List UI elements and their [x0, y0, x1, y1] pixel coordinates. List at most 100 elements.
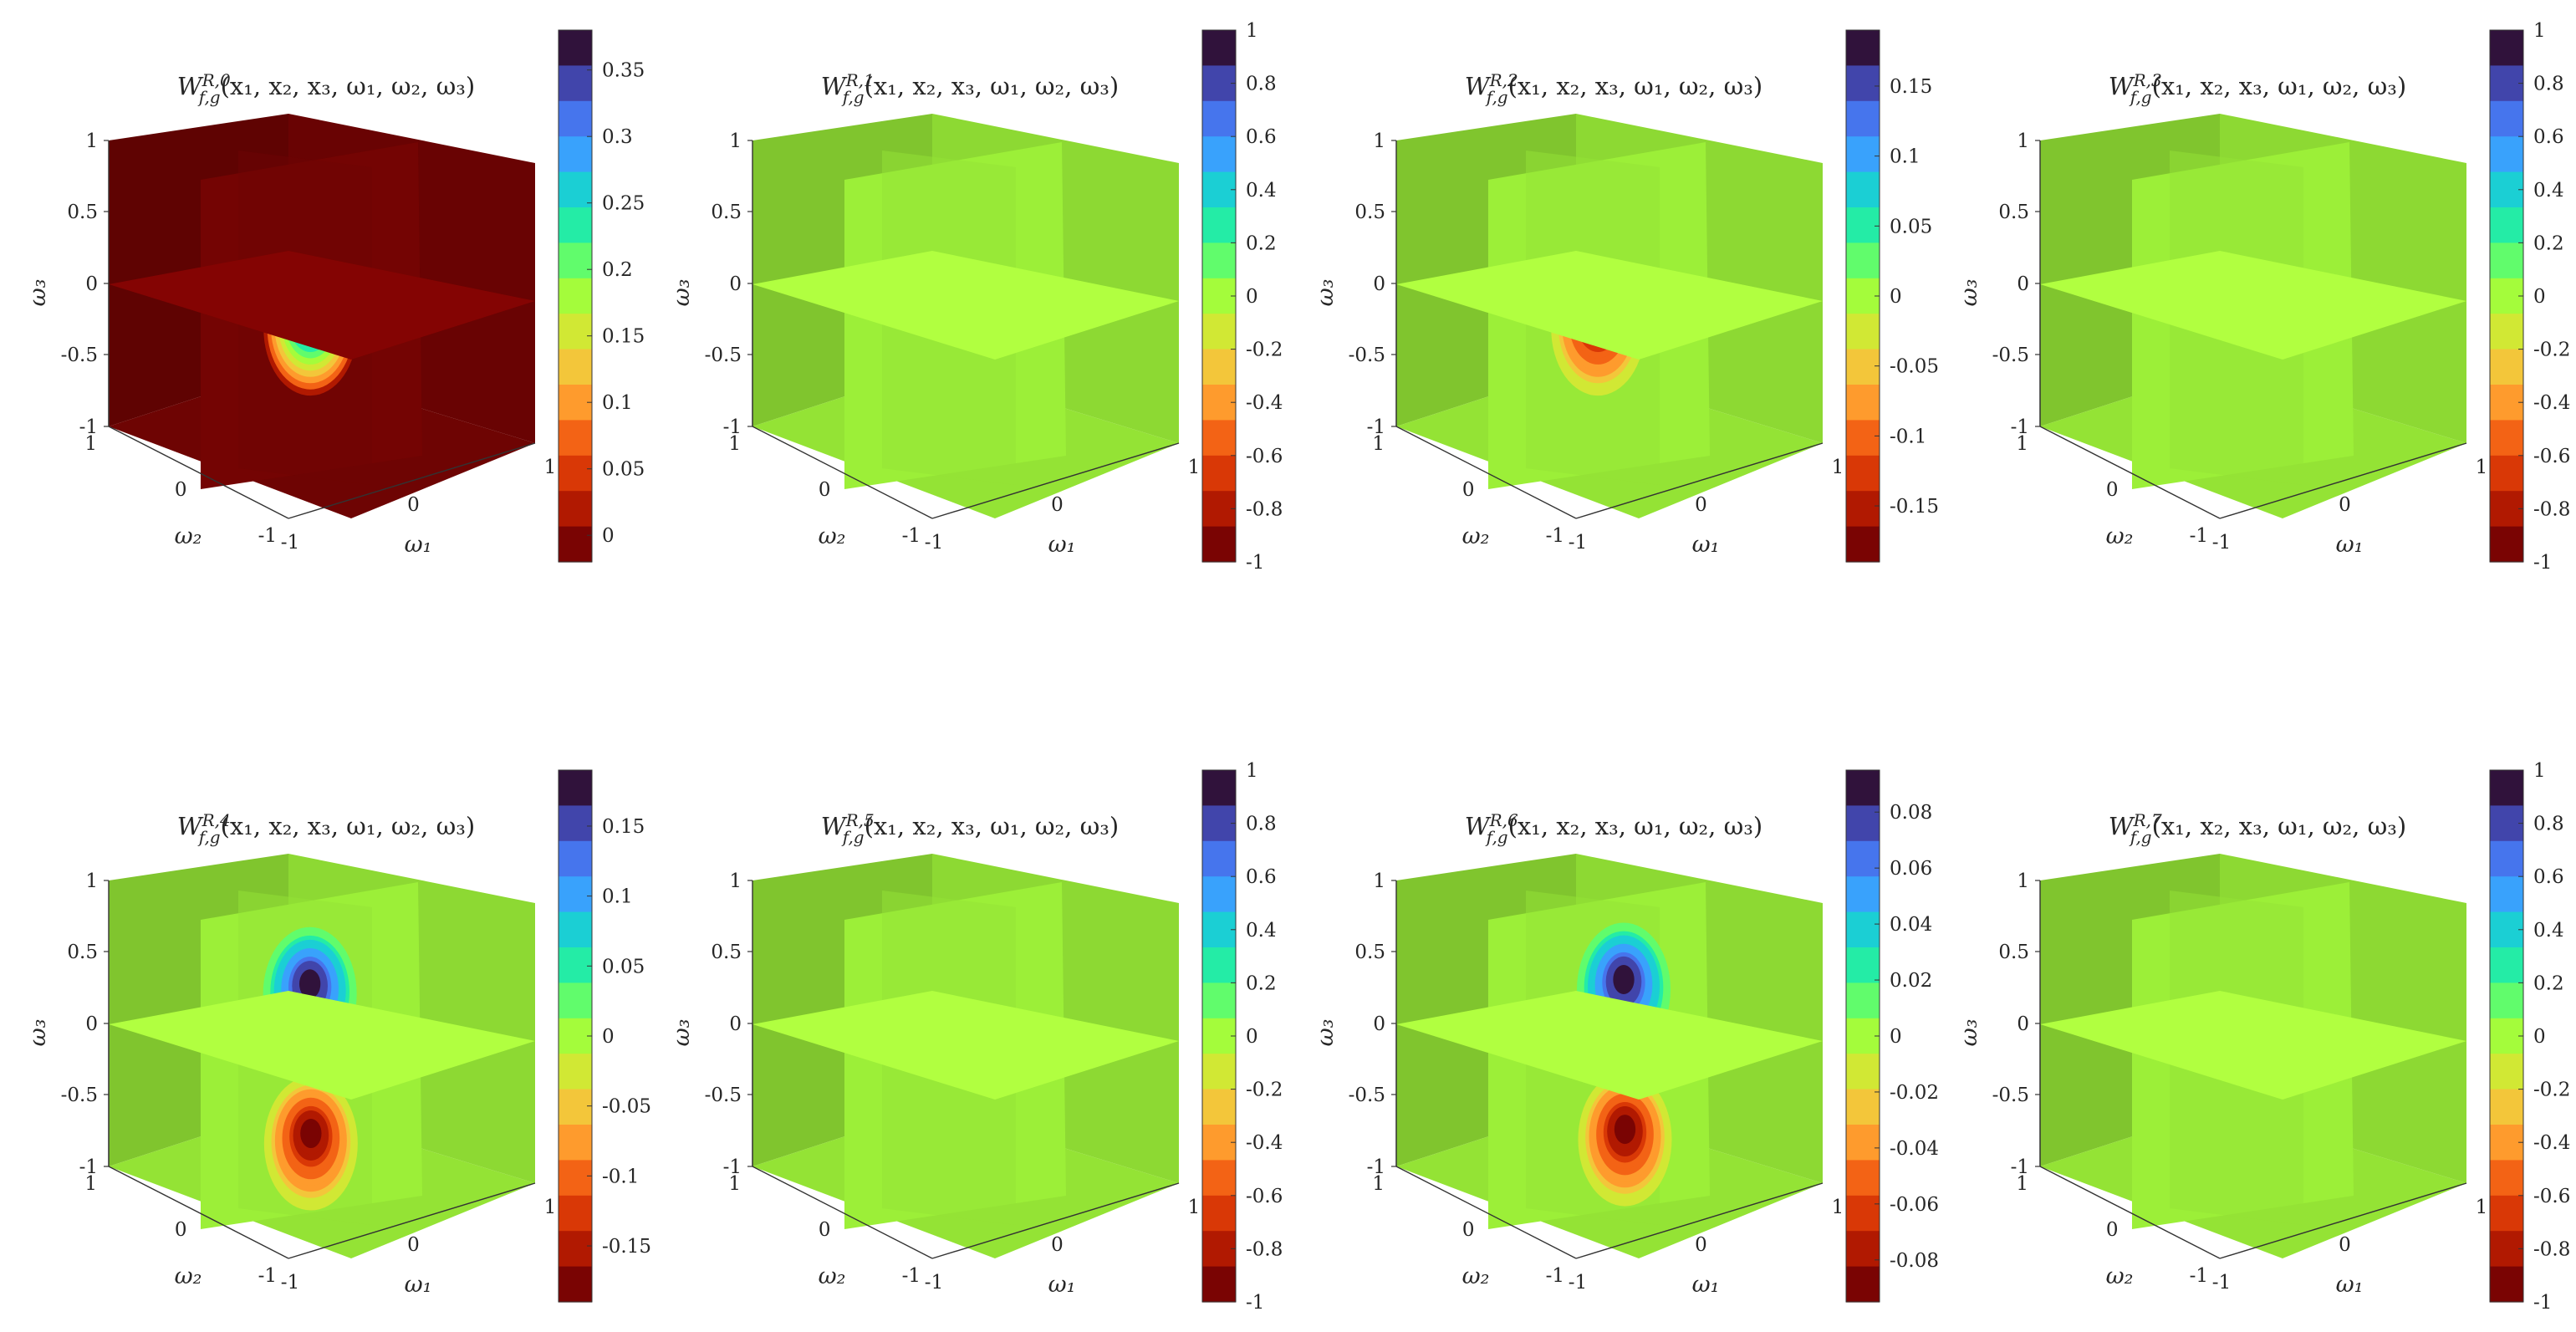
z-tick-label: 0 — [1373, 273, 1385, 295]
z-tick-label: -0.5 — [1992, 344, 2029, 366]
omega1-tick-label: 1 — [1188, 457, 1201, 478]
colorbar-segment — [1846, 982, 1880, 1019]
omega1-tick-label: 0 — [1051, 494, 1064, 516]
z-tick-label: 1 — [2017, 870, 2029, 892]
z-tick-label: -1 — [2011, 1156, 2029, 1178]
ylabel: ω₂ — [819, 523, 846, 549]
colorbar-segment — [2490, 911, 2523, 948]
colorbar-tick-label: 0.15 — [1890, 76, 1932, 98]
colorbar-segment — [2490, 982, 2523, 1019]
colorbar-tick-label: 0.6 — [1246, 126, 1277, 148]
colorbar-tick-label: 0.15 — [602, 816, 645, 838]
colorbar-segment — [1202, 1160, 1236, 1197]
volume-slices — [2039, 114, 2466, 518]
colorbar-segment — [559, 1195, 592, 1232]
omega1-tick-label: 1 — [1188, 1197, 1201, 1218]
z-tick-label: 0 — [729, 273, 742, 295]
colorbar-segment — [559, 385, 592, 421]
omega2-tick-label: 0 — [819, 479, 831, 501]
colorbar-tick-label: -0.04 — [1890, 1138, 1939, 1160]
colorbar-segment — [2490, 770, 2523, 806]
colorbar-segment — [559, 840, 592, 877]
colorbar-tick-label: -0.1 — [1890, 426, 1926, 447]
colorbar-tick-label: 0 — [2533, 286, 2546, 308]
colorbar-segment — [1846, 1266, 1880, 1303]
colorbar-tick-label: 0 — [602, 1026, 615, 1048]
colorbar-segment — [559, 1089, 592, 1125]
omega1-axis-line — [2219, 1182, 2467, 1259]
omega2-axis-line — [752, 426, 933, 519]
colorbar-segment — [559, 455, 592, 492]
xlabel: ω₁ — [1048, 1272, 1076, 1298]
slice-horizontal-omega3 — [2040, 251, 2466, 360]
colorbar-segment — [559, 207, 592, 243]
colorbar-tick-label: -0.8 — [1246, 498, 1283, 520]
ylabel: ω₂ — [2106, 523, 2134, 549]
colorbar-segment — [559, 1231, 592, 1268]
colorbar-segment — [559, 65, 592, 102]
colorbar-segment — [1202, 982, 1236, 1019]
colorbar-segment — [2490, 1054, 2523, 1090]
volume-slices — [1395, 114, 1823, 518]
z-tick-label: 1 — [2017, 130, 2029, 152]
omega2-tick-label: 0 — [1462, 479, 1475, 501]
colorbar-tick-label: -1 — [2533, 1292, 2552, 1314]
colorbar-tick-label: -0.6 — [2533, 446, 2570, 467]
colorbar-tick-label: 0.1 — [602, 886, 633, 908]
colorbar-segment — [1202, 805, 1236, 842]
z-tick-label: 0 — [729, 1013, 742, 1035]
colorbar-tick-label: 0.1 — [1890, 146, 1921, 168]
z-tick-label: 1 — [85, 130, 98, 152]
colorbar-segment — [2490, 1018, 2523, 1054]
colorbar-segment — [2490, 1266, 2523, 1303]
slice-horizontal-omega3 — [752, 991, 1179, 1100]
colorbar-segment — [1202, 100, 1236, 137]
colorbar-segment — [2490, 947, 2523, 983]
colorbar-tick-label: -0.2 — [1246, 1079, 1283, 1101]
colorbar-segment — [1202, 1054, 1236, 1090]
omega2-tick-label: 1 — [2016, 433, 2028, 455]
colorbar-segment — [2490, 242, 2523, 279]
contour-level — [1616, 969, 1631, 988]
colorbar-tick-label: -1 — [1246, 552, 1264, 574]
omega1-tick-label: -1 — [281, 532, 299, 554]
colorbar-tick-label: 0.06 — [1890, 858, 1932, 880]
colorbar-segment — [2490, 420, 2523, 457]
colorbar-tick-label: 0.2 — [602, 259, 633, 281]
panel-title: WR,2 f,g(x₁, x₂, x₃, ω₁, ω₂, ω₃) — [1465, 70, 1762, 107]
colorbar-segment — [1846, 278, 1880, 314]
zlabel: ω₃ — [1313, 1019, 1339, 1047]
volume-slices — [752, 854, 1179, 1258]
zlabel: ω₃ — [1956, 1019, 1982, 1047]
z-tick-label: 1 — [1373, 130, 1385, 152]
colorbar-segment — [1846, 1089, 1880, 1125]
omega2-axis-line — [108, 1166, 289, 1259]
colorbar: 1 0.8 0.6 0.4 0.2 0 -0.2 -0.4 -0.6 -0.8 -1 — [2489, 20, 2570, 574]
colorbar-tick-label: 0.1 — [602, 392, 633, 414]
zlabel: ω₃ — [25, 279, 51, 307]
colorbar-tick-label: 0.3 — [602, 126, 633, 148]
colorbar-segment — [2490, 876, 2523, 913]
omega2-tick-label: 1 — [728, 1173, 741, 1195]
colorbar-tick-label: 0 — [1246, 286, 1258, 308]
z-tick-label: -0.5 — [61, 1084, 98, 1106]
z-tick-label: -0.5 — [1349, 1084, 1385, 1106]
colorbar-tick-label: -0.8 — [2533, 1238, 2570, 1260]
colorbar-tick-label: 0 — [602, 525, 615, 547]
omega1-axis-line — [288, 442, 536, 519]
colorbar-tick-label: 0.05 — [602, 956, 645, 977]
colorbar-tick-label: -0.15 — [602, 1236, 651, 1258]
volume-slices — [752, 114, 1179, 518]
colorbar-tick-label: -0.6 — [1246, 446, 1283, 467]
colorbar-segment — [2490, 1089, 2523, 1125]
omega2-tick-label: -1 — [2190, 525, 2208, 547]
colorbar-segment — [1202, 947, 1236, 983]
colorbar-segment — [559, 947, 592, 983]
colorbar-tick-label: -0.4 — [1246, 1132, 1283, 1154]
colorbar-segment — [1202, 1266, 1236, 1303]
colorbar-segment — [559, 420, 592, 457]
z-tick-label: 1 — [729, 130, 742, 152]
volume-slices — [108, 114, 535, 518]
colorbar-tick-label: -0.4 — [1246, 392, 1283, 414]
colorbar-segment — [1846, 1231, 1880, 1268]
